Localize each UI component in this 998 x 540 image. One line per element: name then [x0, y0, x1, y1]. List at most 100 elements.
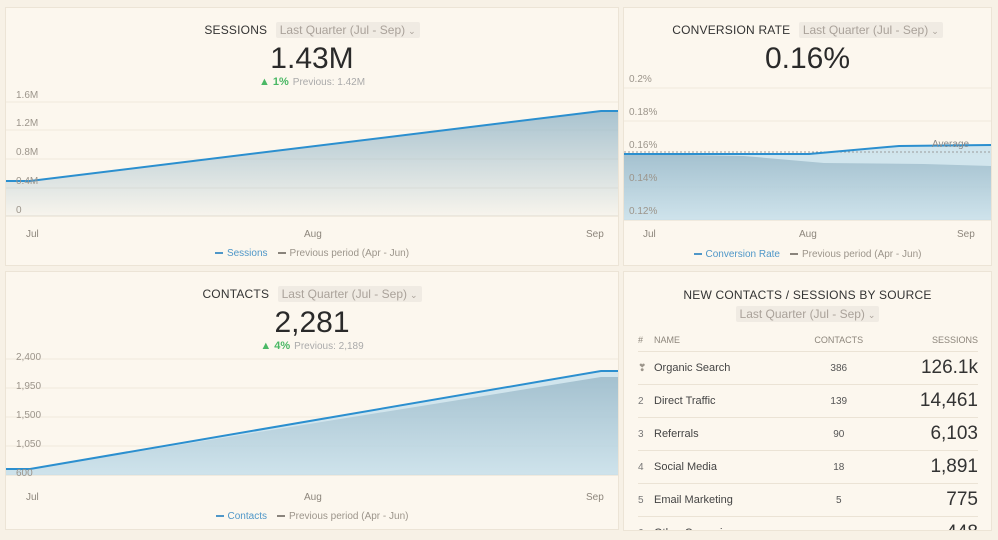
- period-dropdown[interactable]: Last Quarter (Jul - Sep) ⌄: [275, 21, 420, 38]
- x-tick: Sep: [586, 229, 604, 240]
- widget-title: NEW CONTACTS / SESSIONS BY SOURCE: [683, 287, 932, 302]
- legend-swatch-previous: [276, 515, 285, 518]
- col-sessions[interactable]: SESSIONS: [883, 335, 978, 352]
- chart-legend: Contacts Previous period (Apr - Jun): [6, 511, 618, 522]
- legend-swatch-current: [693, 253, 702, 256]
- y-tick: 1.6M: [16, 90, 39, 101]
- medal-icon: ❣: [638, 351, 654, 385]
- source-name: Social Media: [654, 450, 794, 484]
- chart-legend: Sessions Previous period (Apr - Jun): [6, 248, 618, 259]
- sessions-value: 448: [883, 516, 978, 530]
- col-contacts[interactable]: CONTACTS: [793, 335, 884, 352]
- period-dropdown[interactable]: Last Quarter (Jul - Sep) ⌄: [735, 305, 880, 322]
- kpi-value: 1.43M: [270, 42, 354, 75]
- legend-swatch-previous: [277, 252, 286, 255]
- kpi-value: 0.16%: [764, 42, 851, 75]
- sessions-widget: SESSIONS Last Quarter (Jul - Sep) ⌄ 1.43M…: [5, 7, 619, 266]
- table-row: 6 Other Campaigns 448: [638, 516, 978, 530]
- kpi-value: 2,281: [274, 306, 350, 339]
- trend-up-icon: ▲ 4%: [260, 340, 291, 352]
- widget-title: CONVERSION RATE: [672, 22, 791, 37]
- rank: 5: [638, 483, 654, 517]
- rank: 6: [638, 516, 654, 530]
- x-tick: Jul: [643, 229, 656, 240]
- y-tick: 0.8M: [16, 147, 39, 158]
- y-tick: 600: [16, 468, 33, 479]
- y-tick: 0.14%: [629, 173, 658, 184]
- x-tick: Aug: [304, 492, 322, 503]
- y-tick: 0.12%: [629, 206, 658, 217]
- kpi-delta: ▲ 4% Previous: 2,189: [260, 340, 364, 352]
- legend-previous[interactable]: Previous period (Apr - Jun): [801, 249, 922, 260]
- source-name: Email Marketing: [654, 483, 794, 517]
- period-dropdown[interactable]: Last Quarter (Jul - Sep) ⌄: [277, 285, 422, 302]
- widget-title: SESSIONS: [204, 22, 268, 37]
- sessions-value: 775: [883, 483, 978, 517]
- x-tick: Sep: [957, 229, 975, 240]
- widget-title: CONTACTS: [202, 286, 270, 301]
- contacts-value: 139: [793, 384, 884, 418]
- legend-previous[interactable]: Previous period (Apr - Jun): [288, 511, 409, 522]
- legend-current[interactable]: Sessions: [226, 248, 268, 259]
- chart-legend: Conversion Rate Previous period (Apr - Ju…: [624, 249, 991, 260]
- table-row: 2 Direct Traffic 139 14,461: [638, 384, 978, 418]
- source-name: Direct Traffic: [654, 384, 794, 418]
- col-rank: #: [638, 335, 654, 352]
- col-name[interactable]: NAME: [654, 335, 794, 352]
- source-name: Referrals: [654, 417, 794, 451]
- y-tick: 2,400: [16, 352, 42, 363]
- period-dropdown[interactable]: Last Quarter (Jul - Sep) ⌄: [798, 21, 943, 38]
- chevron-down-icon: ⌄: [410, 289, 418, 300]
- y-tick: 0.2%: [629, 74, 652, 85]
- rank: 2: [638, 384, 654, 418]
- kpi-delta: ▲ 1% Previous: 1.42M: [258, 76, 366, 88]
- x-tick: Aug: [799, 229, 817, 240]
- chevron-down-icon: ⌄: [408, 25, 416, 36]
- contacts-chart: [6, 358, 618, 476]
- sources-table: # NAME CONTACTS SESSIONS ❣ Organic Searc…: [638, 335, 978, 530]
- rank: 3: [638, 417, 654, 451]
- contacts-value: 90: [793, 417, 884, 451]
- y-tick: 0.16%: [629, 140, 658, 151]
- legend-swatch-current: [215, 515, 224, 518]
- sessions-chart: [6, 101, 618, 217]
- y-tick: 0.18%: [629, 107, 658, 118]
- contacts-value: 386: [793, 351, 884, 385]
- table-header: # NAME CONTACTS SESSIONS: [638, 335, 978, 352]
- table-row: 4 Social Media 18 1,891: [638, 450, 978, 484]
- x-tick: Jul: [26, 229, 39, 240]
- x-tick: Sep: [586, 492, 604, 503]
- sessions-value: 6,103: [883, 417, 978, 451]
- source-name: Organic Search: [654, 351, 794, 385]
- y-tick: 1.2M: [16, 118, 39, 129]
- conversion-rate-chart: [624, 87, 991, 221]
- sessions-value: 1,891: [883, 450, 978, 484]
- y-tick: 0: [16, 205, 22, 216]
- legend-previous[interactable]: Previous period (Apr - Jun): [289, 248, 410, 259]
- contacts-value: 5: [793, 483, 884, 517]
- sources-widget: NEW CONTACTS / SESSIONS BY SOURCE Last Q…: [623, 271, 992, 531]
- contacts-value: [793, 516, 884, 530]
- rank: 4: [638, 450, 654, 484]
- chevron-down-icon: ⌄: [867, 309, 876, 320]
- sessions-value: 126.1k: [883, 351, 978, 385]
- table-row: 3 Referrals 90 6,103: [638, 417, 978, 451]
- legend-current[interactable]: Contacts: [227, 511, 267, 522]
- y-tick: 1,950: [16, 381, 42, 392]
- legend-current[interactable]: Conversion Rate: [705, 249, 780, 260]
- conversion-rate-widget: CONVERSION RATE Last Quarter (Jul - Sep)…: [623, 7, 992, 266]
- table-row: ❣ Organic Search 386 126.1k: [638, 351, 978, 385]
- legend-swatch-current: [214, 252, 223, 255]
- y-tick: 1,050: [16, 439, 42, 450]
- x-tick: Aug: [304, 229, 322, 240]
- average-label: Average: [932, 139, 970, 150]
- y-tick: 0.4M: [16, 176, 39, 187]
- sessions-value: 14,461: [883, 384, 978, 418]
- chevron-down-icon: ⌄: [931, 25, 939, 36]
- source-name: Other Campaigns: [654, 516, 794, 530]
- contacts-widget: CONTACTS Last Quarter (Jul - Sep) ⌄ 2,281…: [5, 271, 619, 530]
- legend-swatch-previous: [789, 253, 798, 256]
- y-tick: 1,500: [16, 410, 42, 421]
- x-tick: Jul: [26, 492, 39, 503]
- contacts-value: 18: [793, 450, 884, 484]
